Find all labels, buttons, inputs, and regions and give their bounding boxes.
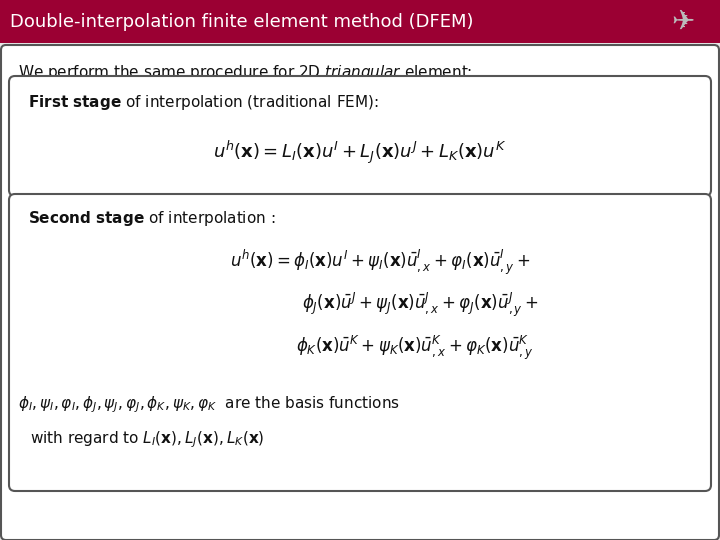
FancyBboxPatch shape — [9, 76, 711, 196]
Text: Double-interpolation finite element method (DFEM): Double-interpolation finite element meth… — [10, 13, 474, 31]
Bar — [0, 0, 720, 43]
Text: $\mathbf{First\ stage}$ of interpolation (traditional FEM):: $\mathbf{First\ stage}$ of interpolation… — [28, 93, 379, 112]
Text: $\mathbf{Second\ stage}$ of interpolation :: $\mathbf{Second\ stage}$ of interpolatio… — [28, 208, 276, 227]
Text: We perform the same procedure for 2D $\mathbf{\it{triangular}}$ element:: We perform the same procedure for 2D $\m… — [18, 63, 472, 82]
Text: $u^h(\mathbf{x}) =\phi_I(\mathbf{x})u^I + \psi_I(\mathbf{x})\bar{u}^I_{,x} + \va: $u^h(\mathbf{x}) =\phi_I(\mathbf{x})u^I … — [230, 247, 531, 276]
Text: $\phi_J(\mathbf{x})\bar{u}^J + \psi_J(\mathbf{x})\bar{u}^J_{,x} + \varphi_J(\mat: $\phi_J(\mathbf{x})\bar{u}^J + \psi_J(\m… — [302, 291, 539, 319]
Text: with regard to $L_I(\mathbf{x}), L_J(\mathbf{x}), L_K(\mathbf{x})$: with regard to $L_I(\mathbf{x}), L_J(\ma… — [30, 430, 264, 450]
FancyBboxPatch shape — [1, 45, 719, 540]
FancyBboxPatch shape — [9, 194, 711, 491]
Text: ✈: ✈ — [672, 8, 695, 36]
Text: $\phi_K(\mathbf{x})\bar{u}^K + \psi_K(\mathbf{x})\bar{u}^K_{,x} + \varphi_K(\mat: $\phi_K(\mathbf{x})\bar{u}^K + \psi_K(\m… — [296, 334, 534, 362]
Text: $\phi_I, \psi_I, \varphi_I, \phi_J, \psi_J, \varphi_J, \phi_K, \psi_K, \varphi_K: $\phi_I, \psi_I, \varphi_I, \phi_J, \psi… — [18, 395, 400, 415]
Text: $u^h(\mathbf{x}) = L_I(\mathbf{x})u^I + L_J(\mathbf{x})u^J + L_K(\mathbf{x})u^K$: $u^h(\mathbf{x}) = L_I(\mathbf{x})u^I + … — [213, 138, 507, 166]
